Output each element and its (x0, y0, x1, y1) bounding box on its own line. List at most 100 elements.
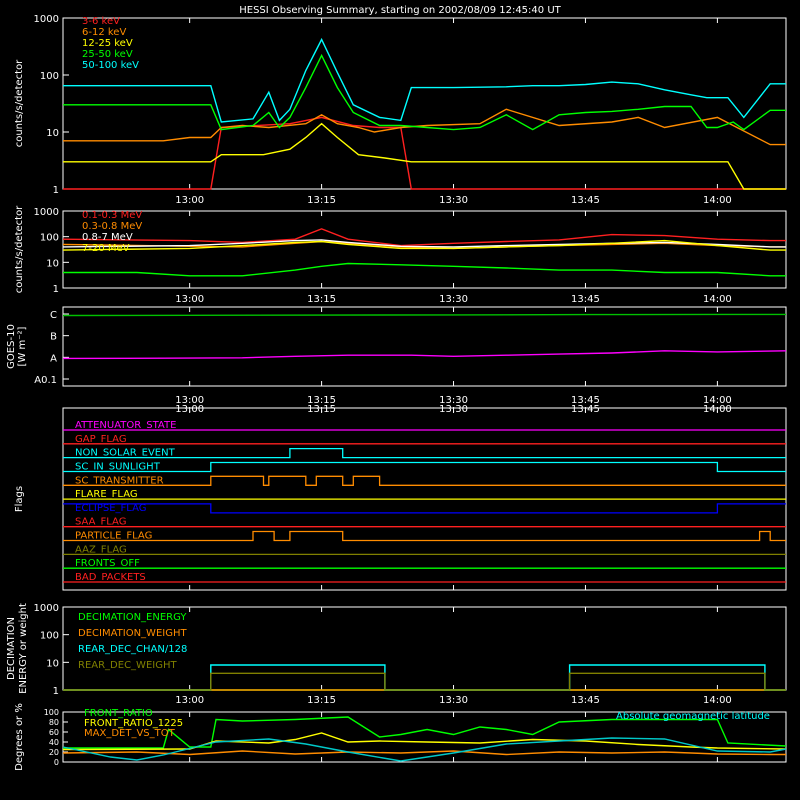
flag-label-flare-flag: FLARE_FLAG (75, 489, 138, 500)
highE-ytick-label: 1 (53, 284, 59, 295)
lowE-y-axis-label: counts/s/detector (14, 59, 25, 147)
flag-line-particle-flag (63, 530, 786, 542)
goes-frame (62, 306, 787, 387)
ratio-series-line-3 (62, 737, 787, 762)
decim-y-axis-label: ENERGY or weight (18, 603, 29, 694)
decim-ytick-label: 100 (40, 631, 59, 642)
ratio-series-line-2 (62, 750, 786, 756)
highE-legend-entry: 7-20 MeV (82, 243, 130, 254)
goes-ytick-label: A (50, 353, 57, 364)
ratio-legend-entry: FRONT_RATIO (84, 708, 153, 719)
highE-y-axis-label: counts/s/detector (14, 205, 25, 293)
decim-legend-entry: DECIMATION_WEIGHT (78, 628, 187, 639)
flag-label-aaz-flag: AAZ_FLAG (75, 544, 127, 555)
flag-label-gap-flag: GAP_FLAG (75, 434, 127, 445)
goes-y-axis-label: [W m⁻²] (17, 326, 28, 366)
flags-xtick-label: 13:15 (307, 404, 336, 415)
flag-label-particle-flag: PARTICLE_FLAG (75, 531, 152, 542)
lowE-xtick-label: 13:15 (307, 195, 336, 206)
decim-ytick-label: 1 (53, 686, 59, 697)
lowE-ytick-label: 1000 (34, 14, 59, 25)
flag-label-saa-flag: SAA_FLAG (75, 517, 126, 528)
lowE-xtick-label: 14:00 (703, 195, 732, 206)
ratio-ytick-label: 0 (54, 758, 59, 767)
flag-label-eclipse-flag: ECLIPSE_FLAG (75, 503, 146, 514)
lowE-xtick-label: 13:00 (175, 195, 204, 206)
goes-xtick-label: 14:00 (703, 395, 732, 406)
goes-series-line-1 (62, 350, 787, 360)
decim-xtick-label: 13:45 (571, 695, 600, 706)
lowE-legend-entry: 6-12 keV (82, 27, 126, 38)
flag-label-attenuator-state: ATTENUATOR_STATE (75, 420, 176, 431)
flags-xtick-label: 14:00 (703, 404, 732, 415)
decim-ytick-label: 1000 (34, 603, 59, 614)
goes-xtick-label: 13:00 (175, 395, 204, 406)
goes-xtick-label: 13:15 (307, 395, 336, 406)
highE-ytick-label: 10 (46, 258, 59, 269)
highE-xtick-label: 13:00 (175, 294, 204, 305)
flag-label-sc-in-sunlight: SC_IN_SUNLIGHT (75, 461, 161, 472)
ratio-legend-entry: FRONT_RATIO_1225 (84, 718, 183, 729)
highE-xtick-label: 14:00 (703, 294, 732, 305)
flag-line-sc-transmitter (63, 475, 786, 486)
decim-xtick-label: 13:00 (175, 695, 204, 706)
flag-line-sc-in-sunlight (63, 461, 786, 473)
flag-label-non-solar-event: NON_SOLAR_EVENT (75, 448, 176, 459)
highE-ytick-label: 1000 (34, 207, 59, 218)
lowE-xtick-label: 13:30 (439, 195, 468, 206)
decim-y-axis-label: DECIMATION (6, 617, 17, 680)
decim-ytick-label: 10 (46, 658, 59, 669)
lowE-legend-entry: 25-50 keV (82, 49, 133, 60)
lowE-xtick-label: 13:45 (571, 195, 600, 206)
ratio-annotation: Absolute geomagnetic latitude (616, 711, 770, 722)
decim-xtick-label: 13:30 (439, 695, 468, 706)
lowE-series-line-3 (63, 53, 786, 131)
highE-legend-entry: 0.3-0.8 MeV (82, 221, 142, 232)
lowE-legend-entry: 12-25 keV (82, 38, 133, 49)
decim-legend-entry: DECIMATION_ENERGY (78, 612, 187, 623)
goes-ytick-label: C (50, 310, 57, 321)
flag-label-bad-packets: BAD_PACKETS (75, 572, 146, 583)
flag-label-fronts-off: FRONTS_OFF (75, 558, 140, 569)
flags-xtick-label: 13:00 (175, 404, 204, 415)
ratio-ytick-label: 80 (49, 718, 59, 727)
highE-xtick-label: 13:30 (439, 294, 468, 305)
lowE-series-line-1 (63, 108, 786, 146)
ratio-y-axis-label: Degrees or % (14, 703, 25, 771)
highE-frame (62, 210, 787, 289)
goes-series-line-0 (62, 313, 786, 317)
ratio-series-line-0 (63, 716, 787, 749)
decim-legend-entry: REAR_DEC_CHAN/128 (78, 644, 187, 655)
lowE-frame (62, 17, 787, 190)
highE-xtick-label: 13:45 (571, 294, 600, 305)
flag-line-eclipse-flag (63, 503, 786, 514)
flags-xtick-label: 13:45 (571, 404, 600, 415)
ratio-frame (62, 711, 787, 763)
flags-xtick-label: 13:30 (439, 404, 468, 415)
decim-xtick-label: 14:00 (703, 695, 732, 706)
lowE-ytick-label: 100 (40, 71, 59, 82)
lowE-series-line-2 (63, 122, 786, 190)
goes-ytick-label: B (50, 332, 57, 343)
lowE-series-line-4 (63, 37, 786, 123)
highE-series-line-4 (63, 262, 786, 277)
goes-xtick-label: 13:30 (439, 395, 468, 406)
flags-y-axis-label: Flags (14, 486, 25, 512)
goes-xtick-label: 13:45 (571, 395, 600, 406)
decim-xtick-label: 13:15 (307, 695, 336, 706)
lowE-series-line-0 (63, 116, 786, 190)
lowE-legend-entry: 50-100 keV (82, 60, 139, 71)
decim-series-line-3 (63, 672, 786, 691)
lowE-ytick-label: 1 (53, 185, 59, 196)
flag-line-non-solar-event (63, 447, 786, 459)
highE-xtick-label: 13:15 (307, 294, 336, 305)
ratio-ytick-label: 20 (49, 748, 59, 757)
highE-series-line-0 (62, 228, 786, 247)
highE-legend-entry: 0.8-7 MeV (82, 232, 133, 243)
highE-series-line-3 (62, 239, 786, 251)
decim-legend-entry: REAR_DEC_WEIGHT (78, 660, 177, 671)
highE-ytick-label: 100 (40, 233, 59, 244)
figure-title: HESSI Observing Summary, starting on 200… (239, 5, 561, 16)
ratio-ytick-label: 60 (49, 728, 59, 737)
